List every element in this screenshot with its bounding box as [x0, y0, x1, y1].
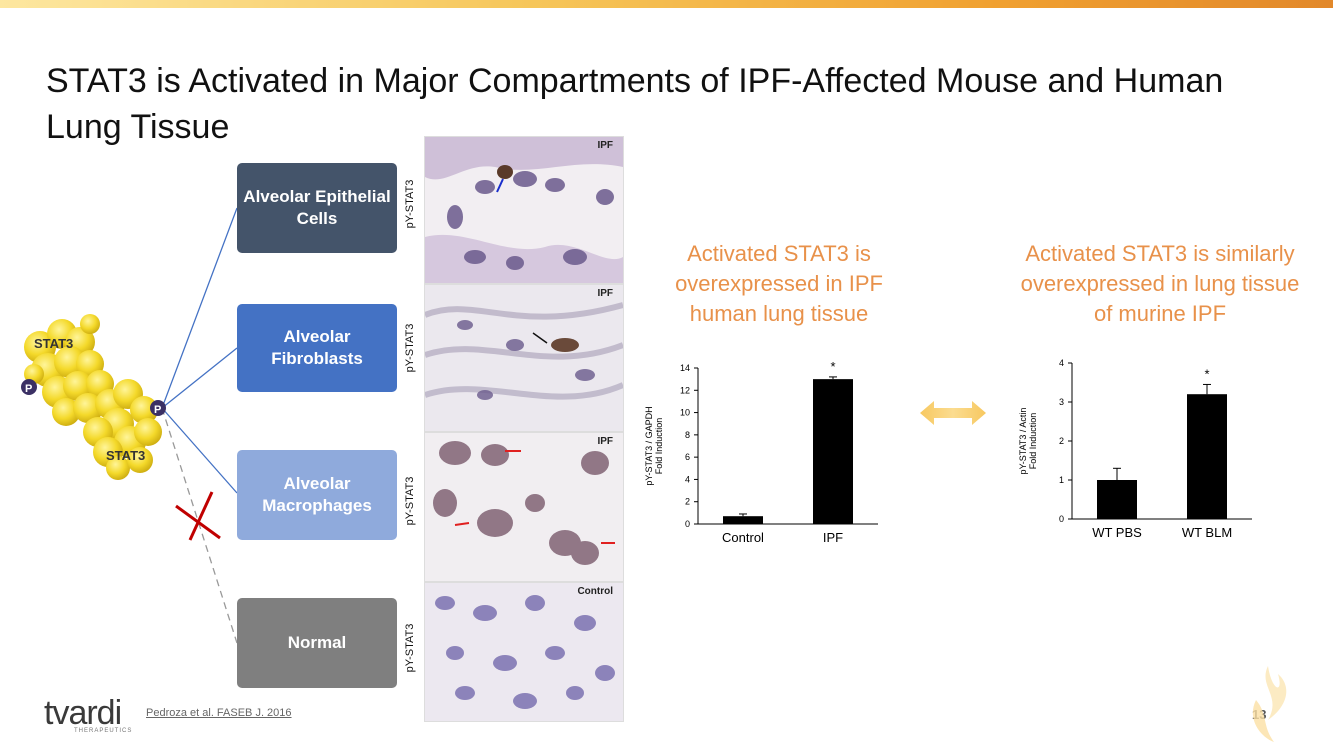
human-finding-text: Activated STAT3 is overexpressed in IPF … — [675, 241, 883, 326]
y-tick-label: 1 — [1059, 475, 1064, 485]
bar — [1187, 394, 1227, 519]
y-tick-label: 10 — [680, 408, 690, 418]
x-tick-label: WT PBS — [1092, 525, 1142, 540]
company-logo-subtitle: THERAPEUTICS — [74, 728, 133, 734]
y-tick-label: 12 — [680, 385, 690, 395]
company-logo: tvardi — [44, 694, 122, 732]
micrograph-stain-label: pY-STAT3 — [404, 623, 416, 673]
micrograph-macrophages: IPF — [424, 432, 624, 582]
x-tick-label: WT BLM — [1182, 525, 1232, 540]
stat3-label-bottom: STAT3 — [106, 448, 145, 463]
bar — [813, 379, 853, 524]
y-tick-label: 0 — [685, 519, 690, 529]
y-axis-label: Fold Induction — [1028, 413, 1038, 470]
y-axis-label: pY-STAT3 / Actin — [1018, 408, 1028, 475]
compartment-fibroblasts: Alveolar Fibroblasts — [237, 304, 397, 392]
y-axis-label: Fold Induction — [654, 418, 664, 475]
stat3-dimer-molecule: STAT3 STAT3 P P — [21, 314, 166, 480]
micrograph-stain-label: pY-STAT3 — [404, 476, 416, 526]
block-cross-icon — [175, 491, 221, 541]
micrograph-tag: IPF — [597, 288, 613, 299]
micrograph-tag: Control — [577, 586, 613, 597]
slide-title: STAT3 is Activated in Major Compartments… — [46, 62, 1224, 146]
compartment-normal: Normal — [237, 598, 397, 688]
micrograph-fibroblasts: IPF — [424, 284, 624, 432]
y-tick-label: 6 — [685, 452, 690, 462]
y-tick-label: 14 — [680, 363, 690, 373]
chart-human: 0 2 4 6 8 10 12 14 pY-STAT3 / GAPDH Fold Inductio… — [644, 359, 878, 545]
y-axis-label: pY-STAT3 / GAPDH — [644, 406, 654, 485]
significance-mark: * — [1204, 366, 1209, 381]
y-tick-label: 4 — [1059, 358, 1064, 368]
y-tick-label: 4 — [685, 474, 690, 484]
micrograph-tag: IPF — [597, 436, 613, 447]
y-tick-label: 0 — [1059, 514, 1064, 524]
significance-mark: * — [830, 359, 835, 374]
phospho-label-left: P — [25, 383, 32, 395]
y-tick-label: 3 — [1059, 397, 1064, 407]
y-tick-label: 2 — [1059, 436, 1064, 446]
bar — [723, 516, 763, 524]
micrograph-tag: IPF — [597, 140, 613, 151]
citation-link[interactable]: Pedroza et al. FASEB J. 2016 — [146, 707, 292, 719]
chart-murine: 0 1 2 3 4 pY-STAT3 / Actin Fold Induction WT PB… — [1018, 358, 1252, 540]
y-tick-label: 2 — [685, 497, 690, 507]
bar — [1097, 480, 1137, 519]
micrograph-stain-label: pY-STAT3 — [404, 323, 416, 373]
micrograph-control: Control — [424, 582, 624, 722]
compartment-macrophages: Alveolar Macrophages — [237, 450, 397, 540]
murine-finding-text: Activated STAT3 is similarly overexpress… — [1020, 241, 1300, 326]
x-tick-label: IPF — [823, 530, 843, 545]
top-accent-bar — [0, 0, 1333, 8]
compartment-epithelial: Alveolar Epithelial Cells — [237, 163, 397, 253]
micrograph-stain-label: pY-STAT3 — [404, 179, 416, 229]
x-tick-label: Control — [722, 530, 764, 545]
micrograph-epithelial: IPF — [424, 136, 624, 284]
flame-watermark-icon — [1252, 666, 1287, 742]
stat3-label-top: STAT3 — [34, 336, 73, 351]
y-tick-label: 8 — [685, 430, 690, 440]
phospho-label-right: P — [154, 404, 161, 416]
double-arrow-icon — [920, 401, 986, 425]
